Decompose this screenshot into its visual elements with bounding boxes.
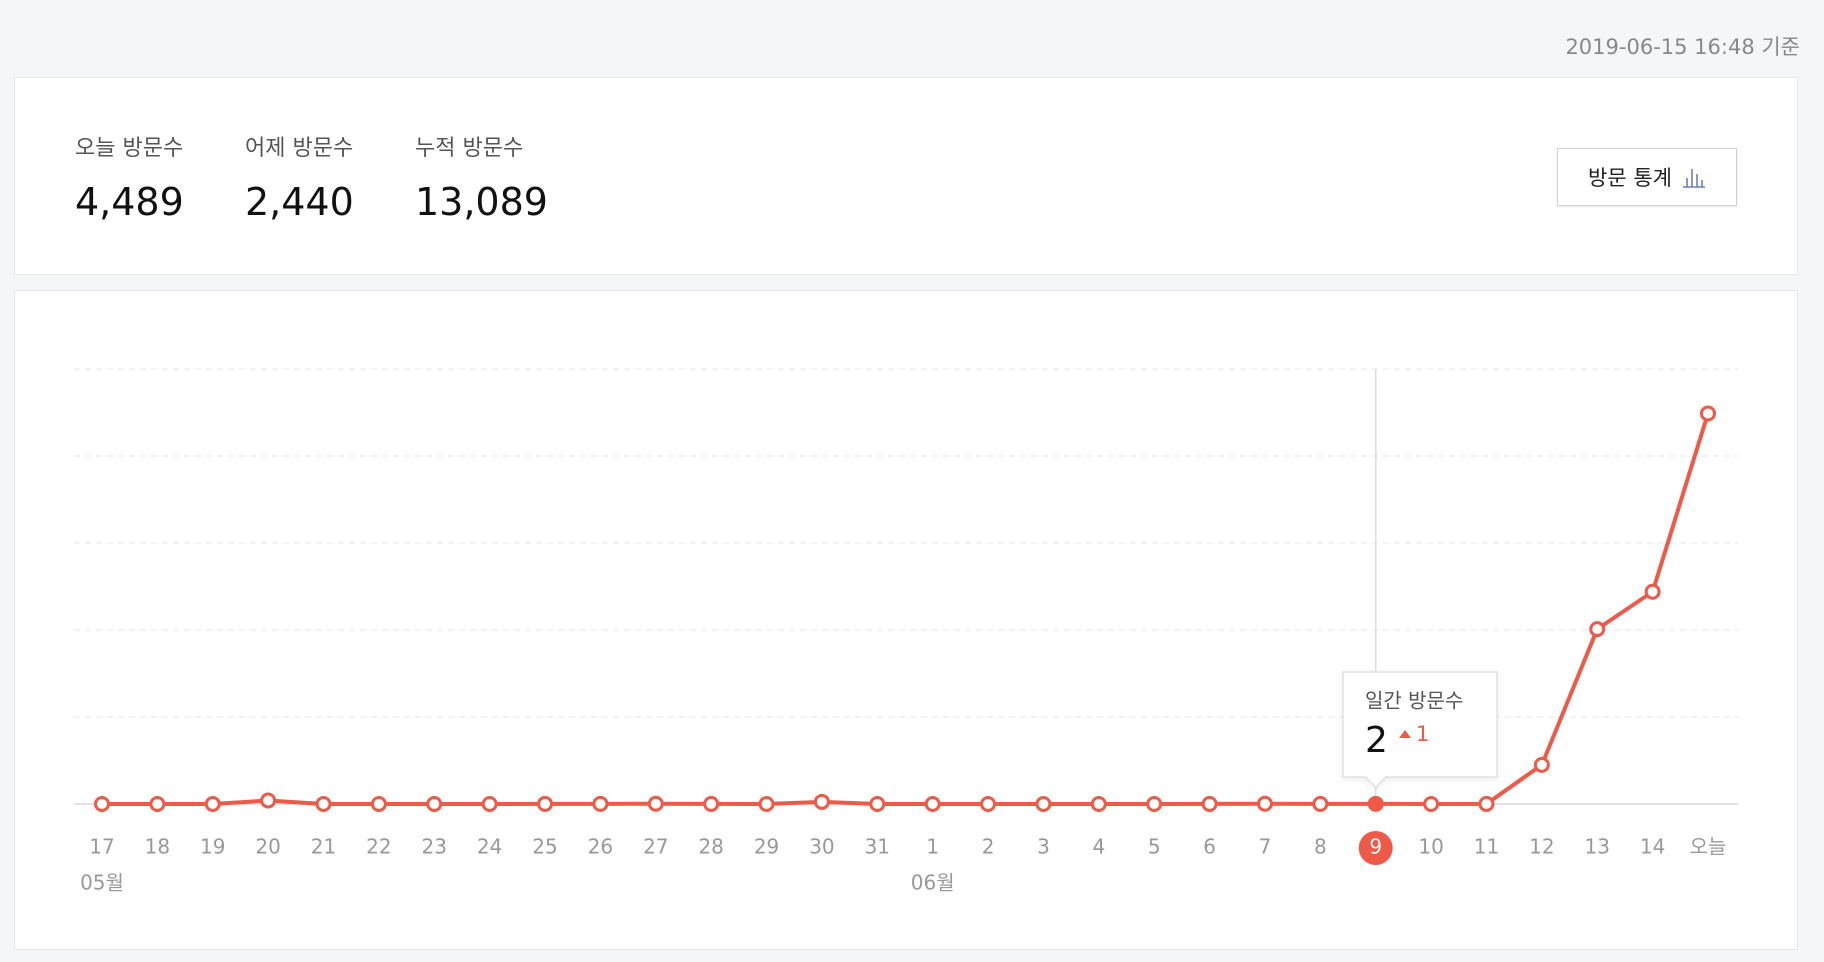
- point: [1035, 796, 1052, 812]
- point: [703, 795, 720, 812]
- stat: 누적 방문수 13,089: [415, 130, 548, 224]
- x-tick-label: 4: [1092, 835, 1105, 859]
- point: [924, 796, 941, 812]
- x-tick-label: 18: [145, 835, 170, 859]
- tooltip-title: 일간 방문수: [1365, 689, 1463, 713]
- point: [94, 796, 110, 812]
- x-tick-label: 25: [532, 835, 557, 859]
- point: [1423, 796, 1440, 812]
- x-tick-label: 9: [1369, 835, 1382, 859]
- point: [1367, 795, 1384, 812]
- tooltip-value: 2: [1365, 720, 1388, 761]
- point: [537, 795, 554, 812]
- point: [149, 796, 166, 812]
- point: [1644, 583, 1661, 600]
- x-tick-label: 14: [1640, 835, 1665, 859]
- x-tick-label: 13: [1585, 835, 1610, 859]
- point: [1533, 756, 1550, 773]
- x-tick-label: 1: [926, 835, 939, 859]
- x-tick-label: 29: [754, 835, 779, 859]
- x-tick-label: 23: [422, 835, 447, 859]
- point: [647, 795, 664, 812]
- point: [426, 796, 443, 812]
- point: [315, 796, 332, 812]
- stat-value: 13,089: [415, 180, 548, 224]
- stat-value: 2,440: [245, 180, 354, 224]
- x-tick-label: 20: [255, 835, 280, 859]
- x-tick-label: 22: [366, 835, 391, 859]
- x-tick-label: 3: [1037, 835, 1050, 859]
- bar-icon: [1682, 169, 1705, 188]
- x-tick-label: 24: [477, 835, 502, 859]
- line: [102, 412, 1710, 806]
- stat-label: 어제 방문수: [245, 136, 354, 161]
- stat-label: 오늘 방문수: [75, 136, 184, 161]
- point: [1256, 795, 1273, 812]
- highlight-badge: [1358, 831, 1393, 865]
- x-tick-label: 오늘: [1690, 835, 1727, 859]
- chart-card: 17 05월 18 19 20 21 22 23 24 25 26 27 28 29 30 31 1 06월 2 3 4…: [14, 290, 1798, 950]
- stats-card: 오늘 방문수 4,489 어제 방문수 2,440 누적 방문수 13,089 방문 …: [14, 77, 1798, 275]
- point: [1589, 621, 1606, 638]
- point: [592, 795, 609, 812]
- stat: 어제 방문수 2,440: [245, 130, 354, 224]
- x-tick-label: 21: [311, 835, 336, 859]
- x-tick-label: 30: [809, 835, 834, 859]
- x-tick-label: 11: [1474, 835, 1499, 859]
- x-tick-label: 26: [588, 835, 613, 859]
- button-label: 방문 통계: [1588, 166, 1672, 190]
- point: [481, 796, 498, 812]
- stats-button[interactable]: 방문 통계: [1557, 148, 1737, 206]
- x-tick-label: 2: [982, 835, 995, 859]
- x-tick-label: 6: [1203, 835, 1216, 859]
- x-tick-label: 27: [643, 835, 668, 859]
- point: [869, 796, 886, 812]
- stat: 오늘 방문수 4,489: [75, 130, 184, 224]
- month-label: 06월: [911, 871, 955, 895]
- x-tick-label: 28: [698, 835, 723, 859]
- x-tick-label: 5: [1148, 835, 1161, 859]
- point: [1312, 795, 1329, 812]
- tooltip-change: 1: [1416, 722, 1429, 746]
- point: [758, 796, 775, 812]
- point: [813, 793, 830, 810]
- x-tick-label: 12: [1529, 835, 1554, 859]
- x-tick-label: 31: [865, 835, 890, 859]
- point: [1700, 405, 1716, 422]
- point: [260, 792, 277, 809]
- point: [1146, 796, 1163, 812]
- x-tick-label: 7: [1259, 835, 1272, 859]
- month-label: 05월: [80, 871, 124, 895]
- up-arrow: [1399, 730, 1411, 738]
- point: [370, 796, 387, 812]
- x-tick-label: 10: [1418, 835, 1443, 859]
- tooltip-box: [1342, 671, 1498, 789]
- x-tick-label: 19: [200, 835, 225, 859]
- x-tick-label: 8: [1314, 835, 1327, 859]
- x-tick-label: 17: [89, 835, 114, 859]
- point: [1478, 795, 1495, 812]
- point: [204, 796, 221, 812]
- timestamp: 2019-06-15 16:48 기준: [1565, 35, 1800, 59]
- point: [980, 796, 997, 812]
- point: [1090, 796, 1107, 812]
- point: [1201, 795, 1218, 812]
- stat-value: 4,489: [75, 180, 184, 224]
- stat-label: 누적 방문수: [415, 136, 524, 161]
